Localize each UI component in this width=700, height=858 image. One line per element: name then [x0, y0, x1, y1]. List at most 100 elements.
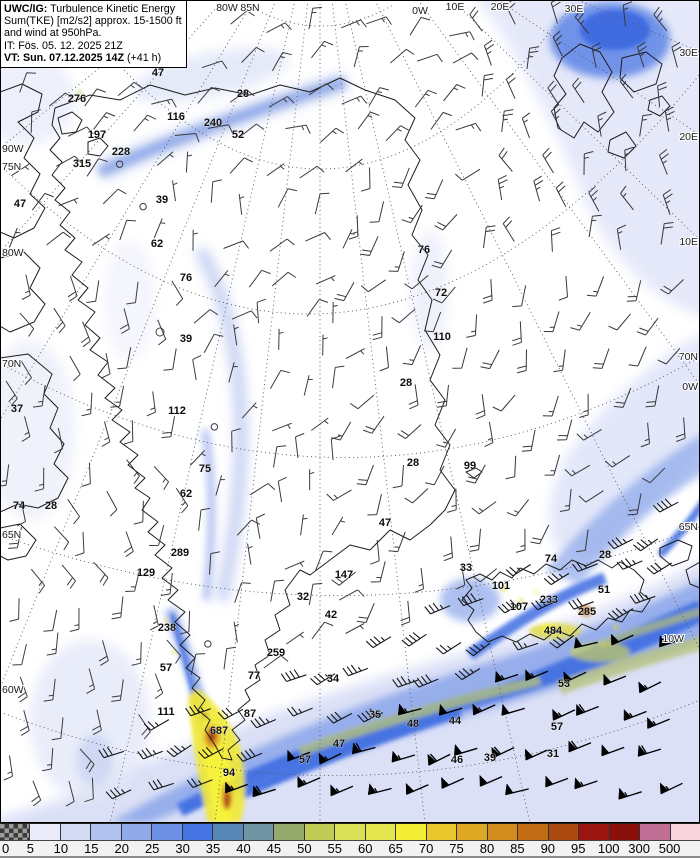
wind-barb [308, 6, 323, 30]
wind-barb [306, 298, 329, 317]
graticule-layer [0, 0, 700, 824]
graticule-label: 20E [679, 131, 698, 143]
colorbar-segment [608, 824, 640, 840]
colorbar-ticks: 0 5 10 15 20 25 30 35 40 45 50 55 60 65 70 75 80 85 90 95 10… [0, 841, 700, 856]
product-title: UWC/IG: Turbulence Kinetic Energy [4, 3, 176, 15]
wind-barb [636, 317, 659, 336]
wind-barb [315, 275, 336, 285]
wind-barb [9, 598, 20, 622]
graticule-label: 10E [679, 236, 698, 248]
wind-barb [190, 653, 206, 675]
wind-barb [543, 572, 570, 586]
wind-barb [198, 507, 211, 531]
colorbar-segment [120, 824, 152, 840]
wind-barb [310, 673, 336, 686]
wind-barb [437, 384, 449, 408]
wind-barb [54, 526, 70, 551]
wind-barb [543, 311, 560, 333]
wind-barb [526, 46, 539, 70]
wind-barb [311, 417, 329, 431]
wind-barb [210, 179, 223, 203]
wind-barb [521, 112, 531, 139]
wind-barb [46, 231, 71, 246]
wind-barb [30, 109, 41, 133]
tke-value: 35 [369, 709, 381, 721]
wind-barb [550, 104, 562, 131]
wind-barb [151, 98, 177, 108]
wind-barb [233, 324, 239, 346]
wind-barb [572, 561, 598, 572]
wind-barb [34, 467, 45, 492]
wind-barb [471, 501, 497, 515]
tke-value: 52 [232, 129, 244, 141]
wind-barb [408, 384, 419, 410]
wind-barb [160, 572, 173, 596]
tke-value: 77 [248, 670, 260, 682]
wind-barb [297, 775, 321, 788]
tke-value: 62 [151, 238, 163, 250]
wind-barb [125, 570, 140, 592]
wind-barb [620, 185, 634, 211]
wind-barb [379, 346, 389, 372]
wind-barb [303, 375, 313, 396]
wind-barb [370, 561, 386, 583]
wind-barb [185, 704, 211, 717]
graticule-label: 80W [2, 247, 24, 259]
wind-barb [505, 73, 516, 99]
wind-barb [360, 236, 379, 256]
wind-barbs-layer [0, 0, 686, 807]
wind-barb [671, 41, 682, 68]
wind-barb [425, 465, 445, 486]
wind-barb [248, 269, 271, 288]
wind-barb [392, 464, 404, 489]
colorbar-segment [364, 824, 396, 840]
wind-barb [185, 151, 193, 173]
wind-barb [331, 516, 346, 536]
wind-barb [79, 748, 95, 773]
wind-barb [256, 298, 267, 324]
wind-barb [315, 550, 333, 571]
wind-barb [506, 499, 529, 517]
wind-barb [334, 282, 355, 302]
wind-barb [457, 593, 484, 607]
wind-barb [189, 450, 206, 466]
wind-barb [483, 225, 496, 248]
wind-barb [563, 671, 587, 684]
wind-barb [412, 674, 439, 688]
colorbar-segment [212, 824, 243, 840]
colorbar-segment [486, 824, 518, 840]
tke-value: 101 [492, 580, 510, 592]
wind-barb [105, 787, 132, 800]
wind-barb [388, 251, 405, 272]
wind-barb [404, 275, 429, 290]
wind-barb [449, 31, 475, 41]
wind-barb [203, 333, 224, 354]
wind-barb [111, 596, 124, 620]
wind-barb [479, 774, 503, 787]
tke-value: 107 [510, 601, 528, 613]
wind-barb [332, 301, 338, 324]
wind-barb [579, 393, 589, 418]
wind-barb [360, 279, 386, 293]
wind-barb [163, 348, 177, 371]
wind-barb [295, 432, 305, 458]
wind-barb [229, 89, 255, 103]
tke-value: 53 [558, 678, 570, 690]
colorbar-tick: 0 [2, 841, 10, 856]
wind-barb [447, 488, 457, 513]
wind-barb [531, 598, 557, 611]
wind-barb [65, 780, 75, 807]
wind-barb [542, 147, 554, 174]
wind-barb [86, 668, 96, 695]
wind-barb [236, 748, 263, 762]
wind-barb [322, 334, 328, 356]
wind-barb [385, 125, 409, 142]
colorbar-tick: 500 [658, 841, 681, 856]
tke-value: 44 [449, 715, 462, 727]
wind-barb [214, 270, 230, 288]
wind-barb [610, 633, 634, 646]
tke-value: 94 [223, 767, 236, 779]
tke-value: 289 [171, 547, 189, 559]
tke-value: 285 [578, 606, 596, 618]
tke-value: 238 [158, 622, 176, 634]
